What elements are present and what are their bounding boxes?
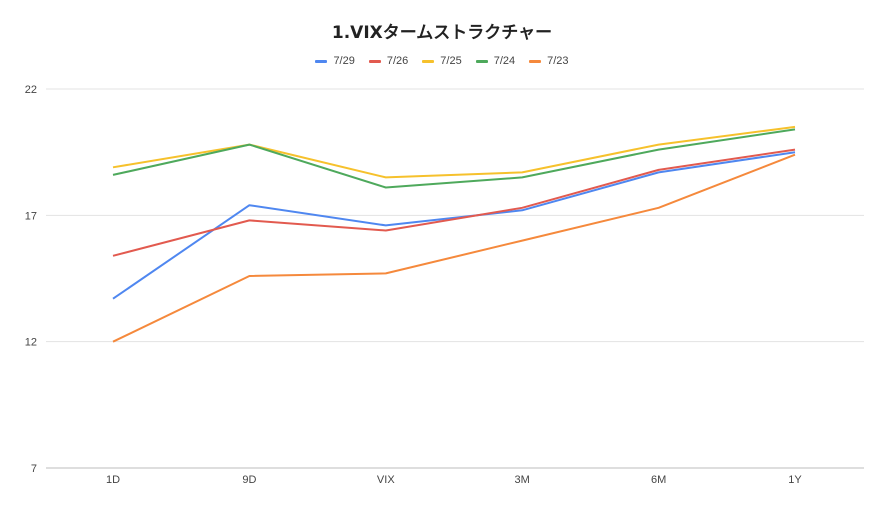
legend-label: 7/24 — [493, 55, 516, 67]
gridlines — [46, 88, 864, 469]
y-tick-label: 7 — [31, 463, 37, 475]
x-axis-ticks: 1D 9D VIX 3M 6M 1Y — [106, 474, 802, 486]
y-tick-label: 12 — [25, 337, 37, 349]
legend-label: 7/25 — [440, 55, 462, 67]
series-line-7-23[interactable] — [112, 153, 796, 343]
x-tick-label: VIX — [377, 474, 395, 486]
legend-swatch — [529, 59, 542, 63]
chart-title: 1.VIXタームストラクチャー — [331, 23, 553, 43]
legend-item-7-24[interactable]: 7/24 — [475, 55, 516, 67]
series-line-7-26[interactable] — [112, 148, 796, 257]
x-tick-label: 9D — [242, 474, 256, 486]
legend-item-7-23[interactable]: 7/23 — [529, 55, 569, 67]
legend-swatch — [368, 59, 381, 63]
legend-label: 7/29 — [333, 55, 355, 67]
y-tick-label: 17 — [25, 210, 37, 222]
legend-swatch — [422, 59, 435, 63]
legend-swatch — [315, 59, 328, 63]
x-tick-label: 1D — [106, 474, 120, 486]
legend-swatch — [475, 59, 488, 63]
y-tick-label: 22 — [25, 84, 37, 96]
series-line-7-25[interactable] — [112, 125, 796, 179]
x-tick-label: 3M — [515, 474, 530, 486]
series-line-7-24[interactable] — [112, 128, 796, 189]
legend-label: 7/26 — [386, 55, 409, 67]
series-lines — [112, 125, 796, 343]
legend-item-7-25[interactable]: 7/25 — [422, 55, 462, 67]
legend-label: 7/23 — [547, 55, 569, 67]
legend-item-7-26[interactable]: 7/26 — [368, 55, 409, 67]
series-line-7-29[interactable] — [112, 151, 796, 300]
x-tick-label: 6M — [651, 474, 666, 486]
y-axis-ticks: 22 17 12 7 — [25, 84, 37, 475]
x-tick-label: 1Y — [788, 474, 802, 486]
legend-item-7-29[interactable]: 7/29 — [315, 55, 355, 67]
legend: 7/29 7/26 7/25 7/24 7/23 — [0, 55, 884, 67]
